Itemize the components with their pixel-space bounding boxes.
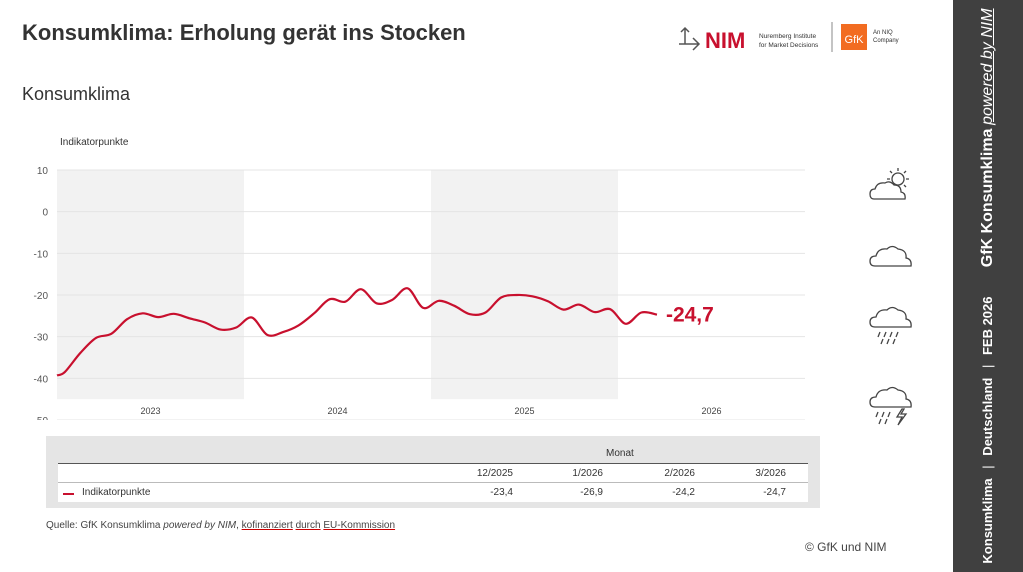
table-cell: -23,4 bbox=[490, 487, 513, 498]
series-line bbox=[56, 287, 658, 377]
table-group-header: Monat bbox=[606, 448, 634, 459]
x-year-label: 2024 bbox=[327, 406, 347, 416]
copyright: © GfK und NIM bbox=[805, 540, 887, 554]
sidebar-separator: | bbox=[980, 465, 995, 469]
nim-arrow-icon bbox=[679, 26, 701, 51]
chart-subtitle: Konsumklima bbox=[22, 84, 131, 104]
source-sep: , bbox=[236, 520, 242, 531]
sun-cloud-icon bbox=[869, 168, 909, 200]
gfk-line2: Company bbox=[873, 38, 899, 44]
sidebar-date: FEB 2026 bbox=[980, 296, 995, 356]
nim-line1: Nuremberg Institute bbox=[759, 33, 816, 40]
source-italic: powered by NIM bbox=[163, 520, 237, 531]
legend-line-swatch bbox=[63, 493, 74, 495]
y-tick-label: -30 bbox=[34, 333, 49, 344]
table-row-divider bbox=[58, 482, 808, 483]
source-word: durch bbox=[295, 520, 321, 531]
x-year-label: 2023 bbox=[140, 406, 160, 416]
gfk-name: GfK bbox=[845, 34, 865, 46]
data-table: Monat 12/2025 1/2026 2/2026 3/2026 Indik… bbox=[46, 436, 820, 508]
page-title: Konsumklima: Erholung gerät ins Stocken bbox=[22, 20, 466, 45]
sidebar-topic: Konsumklima bbox=[980, 478, 995, 564]
sidebar-country: Deutschland bbox=[980, 377, 995, 456]
y-axis-label: Indikatorpunkte bbox=[60, 137, 129, 148]
y-tick-label: -20 bbox=[34, 291, 49, 302]
gfk-logo-box bbox=[841, 24, 867, 50]
table-cell: -24,7 bbox=[763, 487, 786, 498]
rain-cloud-icon bbox=[869, 306, 912, 345]
x-year-label: 2026 bbox=[701, 406, 721, 416]
sidebar-brand-suffix: powered by NIM bbox=[979, 8, 996, 125]
sidebar-text: Konsumklima | Deutschland | FEB 2026 GfK… bbox=[979, 8, 997, 563]
x-year-label: 2025 bbox=[514, 406, 534, 416]
source-word: EU-Kommission bbox=[323, 520, 396, 531]
chart: Indikatorpunkte 10 0 -10 -20 -30 -40 -50 2023 202… bbox=[34, 137, 805, 420]
source-prefix: Quelle: GfK Konsumklima bbox=[46, 520, 164, 531]
storm-cloud-icon bbox=[869, 386, 912, 426]
logos: NIM Nuremberg Institute for Market Decis… bbox=[677, 20, 917, 54]
table-col-header: 2/2026 bbox=[664, 468, 695, 479]
y-tick-label: -50 bbox=[34, 416, 49, 420]
sidebar-separator: | bbox=[980, 364, 995, 369]
sidebar-brand: GfK Konsumklima bbox=[979, 128, 996, 268]
table-cell: -26,9 bbox=[580, 487, 603, 498]
y-tick-label: 0 bbox=[42, 208, 48, 219]
y-tick-label: -40 bbox=[34, 374, 49, 385]
nim-name: NIM bbox=[705, 28, 745, 53]
sidebar: Konsumklima | Deutschland | FEB 2026 GfK… bbox=[953, 0, 1023, 572]
gfk-line1: An NIQ bbox=[873, 30, 893, 36]
table-row-label: Indikatorpunkte bbox=[82, 487, 151, 498]
table-col-header: 1/2026 bbox=[572, 468, 603, 479]
table-col-header: 3/2026 bbox=[755, 468, 786, 479]
source-word: kofinanziert bbox=[241, 520, 293, 531]
cloud-icon bbox=[869, 245, 912, 267]
nim-line2: for Market Decisions bbox=[759, 42, 819, 49]
nim-logo: NIM Nuremberg Institute for Market Decis… bbox=[679, 22, 899, 53]
table-col-header: 12/2025 bbox=[476, 468, 513, 479]
year-band bbox=[431, 170, 618, 400]
last-value-label: -24,7 bbox=[666, 304, 714, 327]
table-body: 12/2025 1/2026 2/2026 3/2026 Indikatorpu… bbox=[58, 463, 808, 502]
year-band bbox=[57, 170, 244, 400]
table-cell: -24,2 bbox=[672, 487, 695, 498]
y-tick-label: -10 bbox=[34, 249, 49, 260]
source-note: Quelle: GfK Konsumklima powered by NIM, … bbox=[46, 520, 395, 531]
y-tick-label: 10 bbox=[37, 166, 49, 177]
